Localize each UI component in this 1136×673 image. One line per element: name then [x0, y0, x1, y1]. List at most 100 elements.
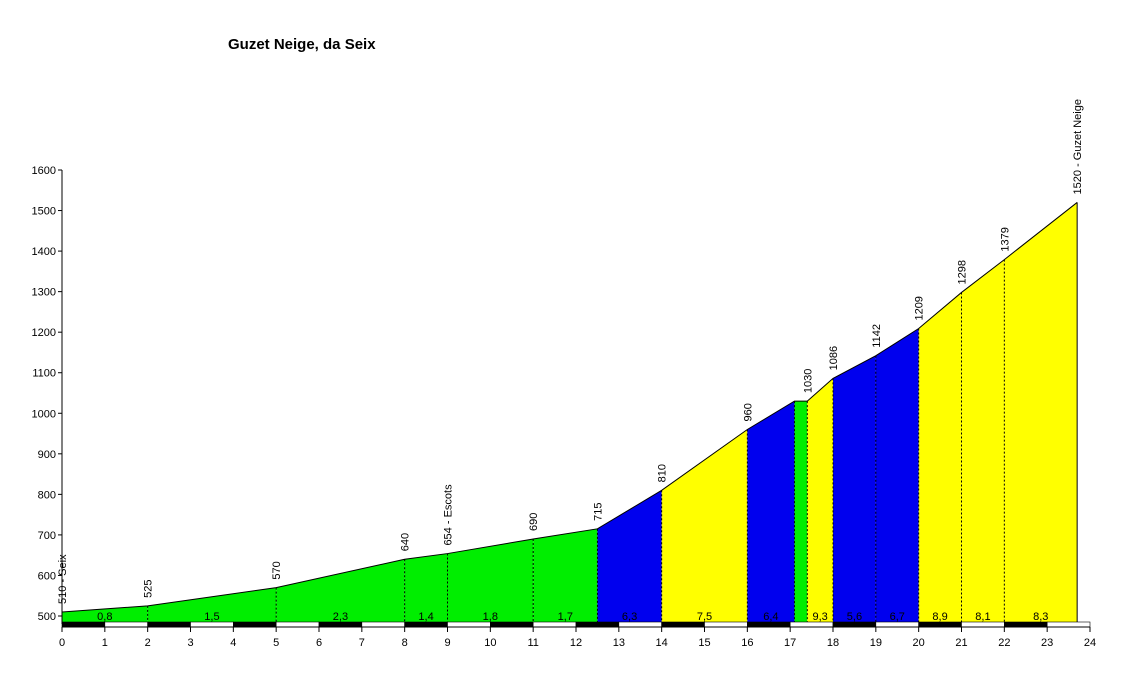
- y-tick-label: 1500: [32, 206, 56, 218]
- x-tick-label: 17: [784, 637, 796, 649]
- x-tick-label: 20: [913, 637, 925, 649]
- elevation-label: 810: [657, 464, 669, 482]
- y-tick-label: 1200: [32, 327, 56, 339]
- elevation-label: 654 - Escots: [443, 484, 455, 546]
- y-tick-label: 1400: [32, 246, 56, 258]
- y-tick-label: 800: [38, 489, 56, 501]
- gradient-label: 1,7: [558, 611, 573, 623]
- gradient-fills: [62, 202, 1078, 622]
- x-tick-label: 23: [1041, 637, 1053, 649]
- x-tick-label: 15: [698, 637, 710, 649]
- elevation-label: 960: [742, 403, 754, 421]
- x-tick-label: 16: [741, 637, 753, 649]
- gradient-label: 6,7: [890, 611, 905, 623]
- segment-dividers: [147, 259, 1005, 622]
- y-tick-label: 500: [38, 611, 56, 623]
- x-tick-label: 21: [955, 637, 967, 649]
- km-band-segment: [275, 621, 320, 628]
- gradient-label: 5,6: [847, 611, 862, 623]
- x-tick-label: 19: [870, 637, 882, 649]
- segment-fill: [794, 401, 808, 622]
- segment-fill: [404, 553, 448, 622]
- elevation-label: 1142: [871, 324, 883, 348]
- gradient-labels: 0,8 1,5 2,3 1,4 1,8 1,7 6,3 7,5 6,4 9,3 5,6 6,7 8,9 8…: [97, 611, 1048, 623]
- gradient-label: 2,3: [333, 611, 348, 623]
- gradient-label: 6,4: [763, 611, 778, 623]
- segment-fill: [597, 490, 662, 622]
- segment-fill: [747, 401, 795, 622]
- km-band-segment: [147, 621, 191, 628]
- gradient-label: 6,3: [622, 611, 637, 623]
- segment-fill: [875, 328, 919, 622]
- x-tick-label: 7: [359, 637, 365, 649]
- gradient-label: 9,3: [813, 611, 828, 623]
- km-band-segment: [1046, 621, 1091, 628]
- segment-fill: [833, 355, 876, 622]
- profile-line-group: [61, 202, 1078, 622]
- segment-fill: [62, 605, 148, 622]
- gradient-label: 1,5: [204, 611, 219, 623]
- y-tick-label: 900: [38, 449, 56, 461]
- segment-fill: [1004, 202, 1078, 622]
- x-tick-label: 8: [402, 637, 408, 649]
- segment-fill: [276, 559, 405, 622]
- x-tick-label: 18: [827, 637, 839, 649]
- elevation-label: 1030: [802, 369, 814, 393]
- y-tick-label: 1000: [32, 408, 56, 420]
- segment-fill: [147, 587, 277, 622]
- x-tick-label: 12: [570, 637, 582, 649]
- gradient-label: 8,1: [975, 611, 990, 623]
- y-tick-label: 700: [38, 530, 56, 542]
- elevation-label: 1520 - Guzet Neige: [1072, 99, 1084, 194]
- x-tick-label: 6: [316, 637, 322, 649]
- elevation-label: 1086: [828, 346, 840, 370]
- km-band-segment: [575, 621, 620, 628]
- chart-title: Guzet Neige, da Seix: [228, 36, 376, 53]
- x-tick-label: 10: [484, 637, 496, 649]
- x-tick-label: 0: [59, 637, 65, 649]
- y-tick-labels: 500 600 700 800 900 1000 1100 1200 1300 1400 1500 1…: [32, 165, 62, 623]
- x-tick-label: 1: [102, 637, 108, 649]
- x-tick-label: 14: [656, 637, 668, 649]
- km-band-segment: [233, 621, 277, 628]
- y-tick-label: 1300: [32, 287, 56, 299]
- x-tick-label: 22: [998, 637, 1010, 649]
- x-tick-label: 2: [145, 637, 151, 649]
- elevation-label: 510 - Seix: [57, 554, 69, 604]
- x-tick-label: 4: [230, 637, 236, 649]
- elevation-label: 715: [592, 502, 604, 520]
- segment-fill: [447, 538, 534, 622]
- x-tick-label: 5: [273, 637, 279, 649]
- elevation-label: 640: [400, 533, 412, 551]
- elevation-label: 1209: [914, 296, 926, 320]
- segment-fill: [918, 292, 962, 622]
- segment-fill: [961, 259, 1005, 622]
- elevation-label: 1298: [957, 260, 969, 284]
- gradient-label: 7,5: [697, 611, 712, 623]
- km-band: [61, 621, 1091, 628]
- x-tick-label: 9: [444, 637, 450, 649]
- profile-line: [61, 202, 1078, 613]
- elevation-label: 690: [528, 513, 540, 531]
- gradient-label: 1,4: [418, 611, 433, 623]
- gradient-label: 8,9: [932, 611, 947, 623]
- x-tick-label: 13: [613, 637, 625, 649]
- y-tick-label: 1600: [32, 165, 56, 177]
- elevation-label: 525: [143, 580, 155, 598]
- gradient-label: 1,8: [483, 611, 498, 623]
- x-tick-label: 24: [1084, 637, 1096, 649]
- km-band-segment: [361, 621, 405, 628]
- point-labels: 510 - Seix 525 570 640 654 - Escots 690 715 810…: [57, 99, 1084, 604]
- elevation-label: 570: [271, 561, 283, 579]
- segment-fill: [661, 429, 748, 622]
- segment-fill: [533, 528, 598, 622]
- x-tick-labels: 0 1 2 3 4 5 6 7 8 9 10 11 12 13 14 15 16 17 18 19 20 21 22 23 24: [59, 627, 1096, 649]
- segment-fill: [807, 378, 833, 622]
- x-tick-label: 3: [187, 637, 193, 649]
- y-tick-label: 1100: [32, 368, 56, 380]
- x-tick-label: 11: [527, 637, 538, 649]
- y-tick-label: 600: [38, 570, 56, 582]
- elevation-label: 1379: [999, 227, 1011, 251]
- gradient-label: 0,8: [97, 611, 112, 623]
